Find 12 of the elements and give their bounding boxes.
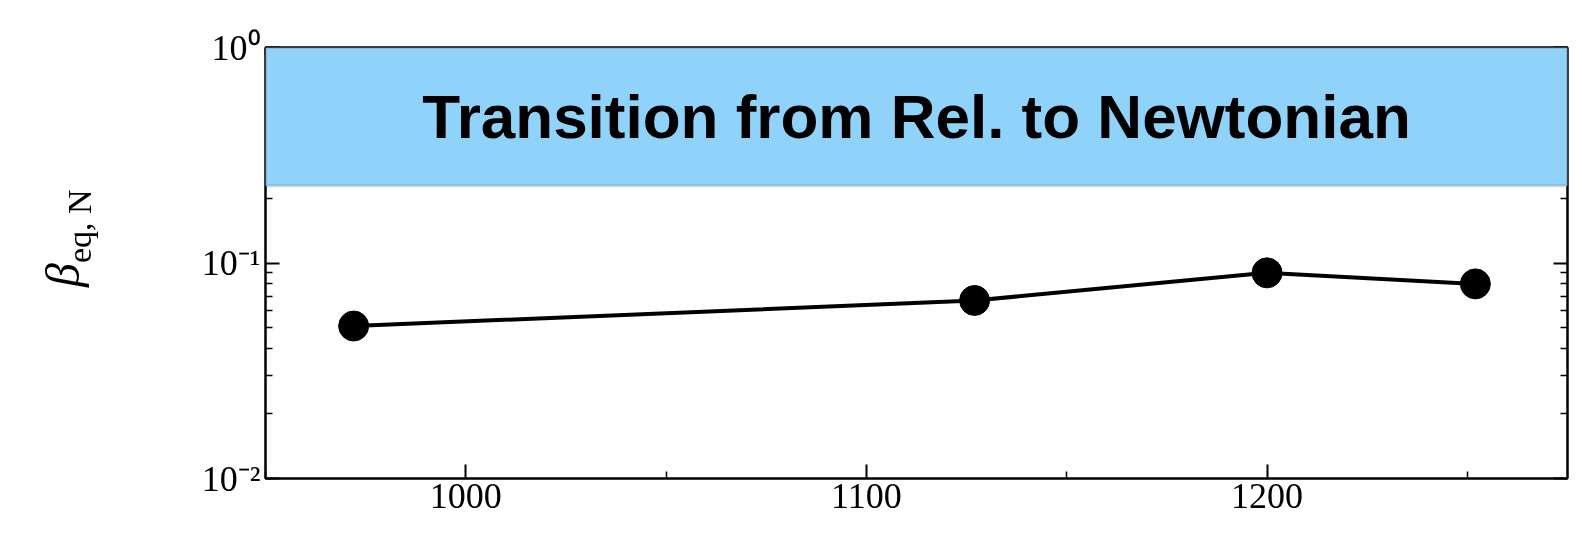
x-tick-label: 1100: [831, 475, 902, 516]
band-label: Transition from Rel. to Newtonian: [422, 82, 1411, 152]
y-tick-label: 10⁻²: [201, 458, 261, 499]
point: [1251, 257, 1283, 289]
point: [1459, 268, 1491, 300]
x-tick-label: 1000: [429, 475, 502, 516]
point: [959, 285, 991, 316]
x-tick-label: 1200: [1231, 475, 1304, 516]
y-tick-label: 10⁻¹: [201, 243, 261, 283]
point: [338, 310, 370, 342]
y-tick-label: 10⁰: [211, 27, 261, 68]
y-axis-title: βeq, N: [35, 189, 98, 288]
